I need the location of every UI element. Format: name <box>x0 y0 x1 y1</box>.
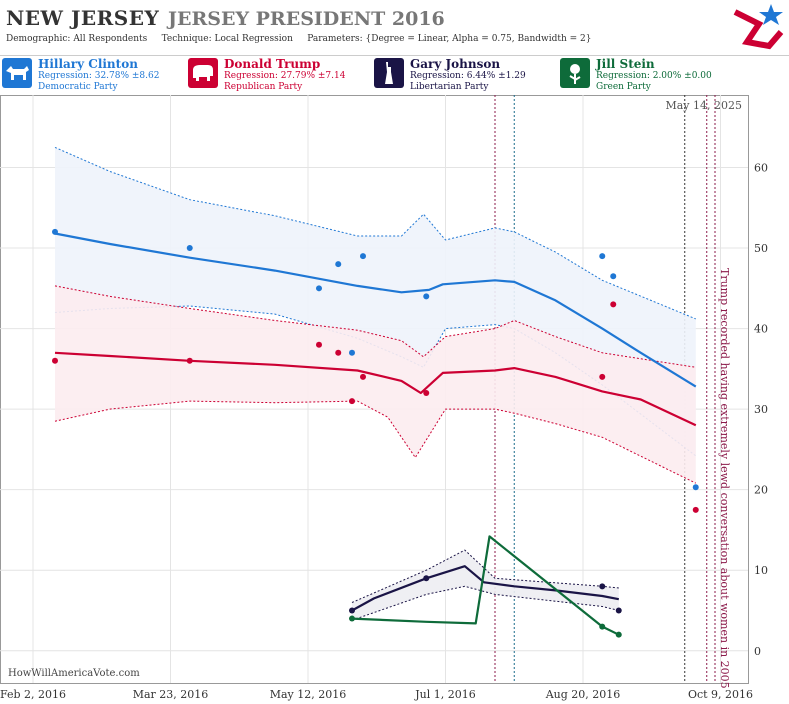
poll-point <box>360 253 366 260</box>
regression-line <box>54 351 697 427</box>
site-logo-icon <box>733 4 784 50</box>
x-tick-label: Mar 23, 2016 <box>133 688 209 701</box>
donkey-icon <box>2 58 32 88</box>
y-tick-label: 0 <box>754 645 761 658</box>
technique-value: Local Regression <box>214 34 293 44</box>
poll-point <box>599 583 606 590</box>
band-upper <box>54 146 696 320</box>
x-tick-label: May 12, 2016 <box>270 688 347 701</box>
poll-point <box>423 390 430 397</box>
candidate-name: Jill Stein <box>596 57 655 71</box>
demographic-label: Demographic: <box>6 34 71 44</box>
candidate-card-stein: Jill Stein Regression: 2.00% ±0.00 Green… <box>558 55 789 94</box>
poll-point <box>599 373 606 380</box>
y-tick-label: 30 <box>754 403 768 416</box>
y-tick-label: 20 <box>754 484 768 497</box>
x-tick-label: Jul 1, 2016 <box>414 688 476 701</box>
poll-point <box>615 631 622 638</box>
poll-point <box>186 357 193 364</box>
x-tick-label: Feb 2, 2016 <box>0 688 66 701</box>
poll-point <box>52 228 58 235</box>
x-tick-label: Aug 20, 2016 <box>545 688 621 701</box>
poll-point <box>349 607 355 614</box>
candidate-regression: Regression: 27.79% ±7.14 <box>224 71 346 81</box>
candidate-name: Hillary Clinton <box>38 57 138 71</box>
regression-line <box>54 232 697 388</box>
candidate-party: Green Party <box>596 82 651 92</box>
candidate-name: Donald Trump <box>224 57 321 71</box>
poll-point <box>423 575 430 582</box>
date-stamp: May 14, 2025 <box>665 99 742 112</box>
candidate-regression: Regression: 6.44% ±1.29 <box>410 71 526 81</box>
poll-point <box>423 293 430 300</box>
parameters-value: {Degree = Linear, Alpha = 0.75, Bandwidt… <box>365 34 592 44</box>
parameters-label: Parameters: <box>307 34 363 44</box>
poll-point <box>316 285 322 292</box>
candidate-regression: Regression: 2.00% ±0.00 <box>596 71 712 81</box>
parameters-line: Demographic: All Respondents Technique: … <box>6 34 591 44</box>
poll-point <box>599 253 606 260</box>
candidate-party: Republican Party <box>224 82 303 92</box>
poll-point <box>52 357 58 364</box>
candidate-name: Gary Johnson <box>410 57 501 71</box>
candidate-card-trump: Donald Trump Regression: 27.79% ±7.14 Re… <box>186 55 372 94</box>
technique-label: Technique: <box>161 34 212 44</box>
poll-point <box>349 349 355 356</box>
poll-point <box>360 373 366 380</box>
poll-point <box>599 623 606 630</box>
candidate-card-johnson: Gary Johnson Regression: 6.44% ±1.29 Lib… <box>372 55 558 94</box>
y-tick-label: 60 <box>754 161 768 174</box>
liberty-icon <box>374 58 404 88</box>
poll-point <box>610 273 617 280</box>
candidate-party: Libertarian Party <box>410 82 489 92</box>
poll-point <box>349 615 355 622</box>
y-tick-label: 40 <box>754 323 768 336</box>
poll-point <box>692 506 699 513</box>
confidence-band <box>352 550 619 621</box>
poll-point <box>349 398 355 405</box>
confidence-band <box>55 147 696 456</box>
poll-point <box>615 607 622 614</box>
candidate-party: Democratic Party <box>38 82 118 92</box>
elephant-icon <box>188 58 218 88</box>
poll-point <box>186 245 193 252</box>
poll-point <box>316 341 322 348</box>
demographic-value: All Respondents <box>73 34 148 44</box>
band-upper <box>54 285 696 368</box>
poll-point <box>610 301 617 308</box>
poll-point <box>335 349 342 356</box>
state-title: NEW JERSEY <box>6 6 160 30</box>
candidate-card-clinton: Hillary Clinton Regression: 32.78% ±8.62… <box>0 55 186 94</box>
confidence-band <box>55 285 696 484</box>
race-title: JERSEY PRESIDENT 2016 <box>168 8 445 30</box>
flower-icon <box>560 58 590 88</box>
regression-line <box>351 565 620 612</box>
regression-line <box>351 535 620 636</box>
poll-point <box>335 261 342 268</box>
candidate-regression: Regression: 32.78% ±8.62 <box>38 71 160 81</box>
watermark: HowWillAmericaVote.com <box>8 668 140 679</box>
x-tick-label: Oct 9, 2016 <box>688 688 753 701</box>
band-lower <box>54 400 697 484</box>
poll-point <box>692 484 699 491</box>
y-tick-label: 50 <box>754 242 768 255</box>
y-tick-label: 10 <box>754 564 768 577</box>
event-annotation: Trump recorded having extremely lewd con… <box>718 268 731 689</box>
